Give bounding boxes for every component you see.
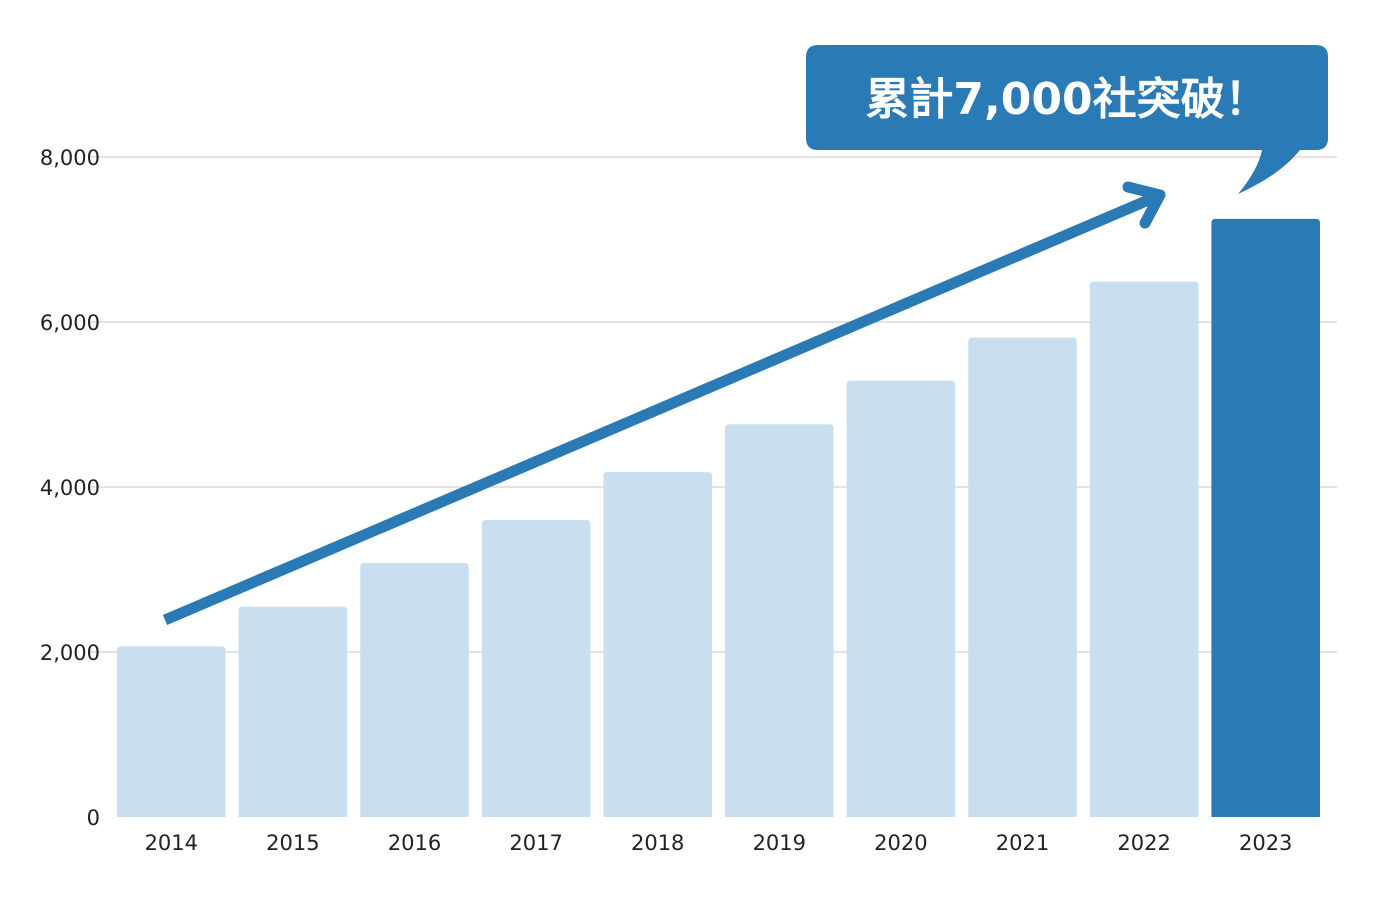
y-tick-label: 6,000 — [40, 311, 100, 335]
trend-arrow — [162, 181, 1166, 626]
x-tick-label: 2016 — [388, 831, 441, 855]
trend-arrow-shaft — [162, 189, 1163, 626]
x-tick-label: 2019 — [753, 831, 806, 855]
x-axis-ticks: 2014 2015 2016 2017 2018 2019 2020 2021 2022 2023 — [145, 831, 1293, 855]
bar-2021 — [968, 337, 1077, 817]
bar-2014 — [117, 646, 226, 817]
bars — [117, 218, 1320, 817]
y-axis-ticks: 0 2,000 4,000 6,000 8,000 — [40, 146, 100, 830]
callout-bubble: 累計7,000社突破！ — [806, 45, 1328, 194]
bar-2019 — [725, 424, 834, 817]
x-tick-label: 2018 — [631, 831, 684, 855]
x-tick-label: 2021 — [996, 831, 1049, 855]
bar-2016 — [360, 562, 469, 817]
x-tick-label: 2015 — [266, 831, 319, 855]
callout-shape — [806, 45, 1328, 194]
y-tick-label: 4,000 — [40, 476, 100, 500]
x-tick-label: 2020 — [874, 831, 927, 855]
x-tick-label: 2022 — [1117, 831, 1170, 855]
x-tick-label: 2014 — [145, 831, 198, 855]
x-tick-label: 2023 — [1239, 831, 1292, 855]
y-tick-label: 0 — [87, 806, 100, 830]
x-tick-label: 2017 — [509, 831, 562, 855]
trend-arrow-head — [1122, 181, 1166, 229]
y-tick-label: 2,000 — [40, 641, 100, 665]
y-tick-label: 8,000 — [40, 146, 100, 170]
bar-2015 — [238, 606, 348, 817]
callout-text: 累計7,000社突破！ — [865, 74, 1268, 125]
bar-2023 — [1211, 218, 1320, 817]
bar-2018 — [603, 472, 712, 817]
bar-2020 — [846, 380, 956, 817]
bar-2017 — [481, 520, 591, 817]
bar-2022 — [1089, 281, 1199, 817]
